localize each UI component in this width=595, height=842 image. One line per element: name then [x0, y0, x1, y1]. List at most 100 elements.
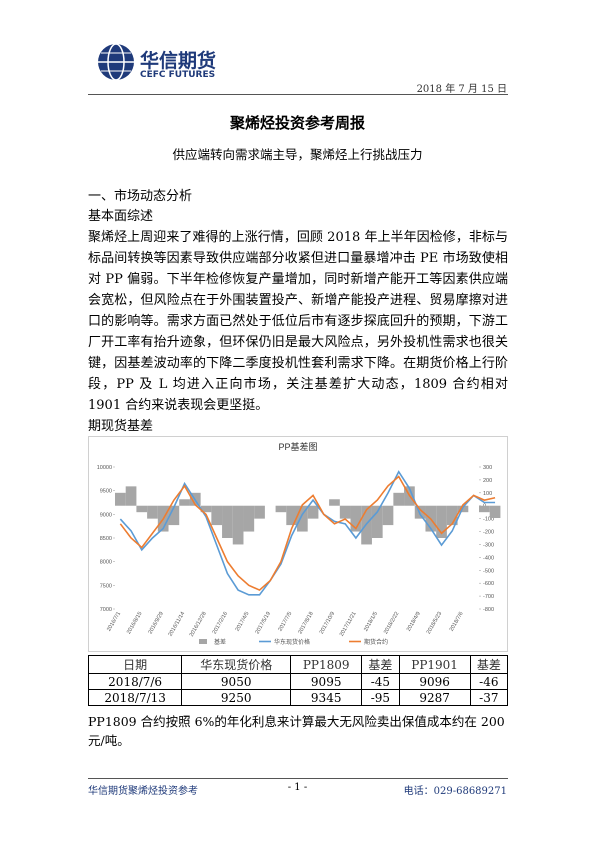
- subheading: 期现货基差: [88, 419, 154, 434]
- bar: [243, 505, 255, 532]
- y-tick-label: 10000: [97, 465, 112, 471]
- y-tick-label: 8000: [100, 560, 112, 566]
- table: 日期 华东现货价格 PP1809 基差 PP1901 基差 2018/7/6 9050 909…: [87, 655, 509, 706]
- bar: [200, 505, 212, 513]
- legend-swatch: [199, 639, 207, 644]
- y2-tick-label: -400: [483, 555, 494, 561]
- cell: -95: [361, 689, 400, 706]
- legend-label: 华东现货价格: [274, 638, 310, 646]
- y-tick-label: 7000: [100, 607, 112, 613]
- bar: [179, 499, 190, 506]
- bar: [222, 505, 233, 538]
- y2-tick-label: 100: [483, 491, 492, 497]
- bar: [329, 499, 340, 506]
- x-tick-label: 2016/11/14: [168, 611, 187, 637]
- x-tick-label: 2018/7/6: [449, 611, 465, 633]
- y2-tick-label: -500: [483, 568, 494, 574]
- x-tick-label: 2017/5/19: [255, 611, 272, 635]
- bar: [275, 505, 287, 513]
- cell: -37: [469, 689, 509, 706]
- chart-title: PP基差图: [278, 441, 317, 452]
- cell: 9287: [398, 689, 471, 706]
- note: PP1809 合约按照 6%的年化利息来计算最大无风险卖出保值成本约在 200 …: [88, 714, 505, 748]
- bar: [382, 505, 394, 526]
- legend-label: 基差: [214, 638, 226, 646]
- title: 聚烯烃投资参考周报: [229, 114, 365, 132]
- y2-tick-label: -100: [483, 517, 494, 523]
- cell: 9096: [398, 673, 471, 690]
- logo-globe: [98, 43, 134, 81]
- th: 华东现货价格: [181, 655, 292, 674]
- y2-tick-label: -300: [483, 542, 494, 548]
- chart: PP基差图 7000 7500 8000 8500 9000 9500 10000 -800 -…: [88, 436, 508, 652]
- bar: [115, 492, 126, 506]
- x-tick-label: 2017/7/5: [277, 611, 293, 633]
- bar: [436, 505, 447, 538]
- logo-cn: 华信期货: [140, 50, 217, 72]
- logo-en: CEFC FUTURES: [140, 70, 216, 80]
- footer-phone: 电话：029-68689271: [403, 786, 507, 797]
- y-tick-label: 9500: [100, 489, 112, 495]
- x-tick-label: 2017/10/9: [319, 611, 336, 635]
- page-number: - 1 -: [287, 782, 308, 793]
- y2-tick-label: 300: [483, 465, 492, 471]
- th: PP1809: [290, 655, 363, 674]
- y-tick-label: 7500: [100, 583, 112, 589]
- x-tick-label: 2017/2/16: [212, 611, 229, 635]
- x-tick-label: 2018/4/9: [406, 611, 422, 633]
- bar: [232, 505, 244, 545]
- subtitle: 供应端转向需求端主导，聚烯烃上行挑战压力: [172, 147, 423, 162]
- x-tick-label: 2018/2/22: [383, 611, 400, 635]
- section-heading: 一、市场动态分析: [88, 189, 193, 204]
- y2-tick-label: 200: [483, 478, 492, 484]
- bar: [489, 505, 501, 518]
- th: 基差: [469, 655, 509, 674]
- x-tick-label: 2016/7/1: [106, 611, 122, 633]
- x-tick-label: 2017/11/21: [339, 611, 358, 637]
- th: 日期: [87, 655, 183, 674]
- date: 2018 年 7 月 15 日: [416, 84, 507, 95]
- header-rule: [88, 94, 508, 95]
- x-tick-label: 2018/5/23: [426, 611, 443, 635]
- cell: 2018/7/13: [87, 689, 183, 706]
- y2-tick-label: -800: [483, 607, 494, 613]
- bar: [479, 505, 490, 513]
- cell: 9250: [181, 689, 292, 706]
- x-tick-label: 2016/9/29: [147, 611, 164, 635]
- x-tick-label: 2016/12/28: [189, 611, 208, 638]
- bar: [286, 505, 297, 526]
- th: 基差: [361, 655, 400, 674]
- paragraph: 聚烯烃上周迎来了难得的上涨行情，回顾 2018 年上半年因检修，非标与标品间转换…: [88, 230, 508, 413]
- bar: [350, 505, 362, 532]
- footer-left: 华信期货聚烯烃投资参考: [88, 786, 198, 797]
- y2-tick-label: -600: [483, 581, 494, 587]
- cell: 9050: [181, 673, 292, 690]
- x-tick-label: 2017/4/5: [235, 611, 251, 633]
- x-tick-label: 2018/1/5: [363, 611, 379, 633]
- x-tick-label: 2017/8/18: [297, 611, 314, 635]
- y2-tick-label: -700: [483, 594, 494, 600]
- th: PP1901: [398, 655, 471, 674]
- cell: 9095: [290, 673, 363, 690]
- bar: [136, 505, 148, 513]
- y-tick-label: 8500: [100, 536, 112, 542]
- bar: [446, 505, 458, 526]
- bar: [147, 505, 158, 519]
- bar: [339, 505, 351, 519]
- bar: [414, 505, 426, 519]
- footer-rule: [88, 778, 508, 779]
- cell: 9345: [290, 689, 363, 706]
- bar: [307, 505, 319, 519]
- bar: [168, 505, 180, 526]
- cell: 2018/7/6: [87, 673, 183, 690]
- line: [119, 475, 496, 592]
- bar: [125, 486, 137, 506]
- bar: [297, 505, 308, 532]
- x-tick-label: 2016/8/15: [126, 611, 143, 635]
- bar: [254, 505, 265, 519]
- y-tick-label: 9000: [100, 512, 112, 518]
- cell: -46: [469, 673, 509, 690]
- bar: [211, 505, 223, 526]
- y2-tick-label: -200: [483, 530, 494, 536]
